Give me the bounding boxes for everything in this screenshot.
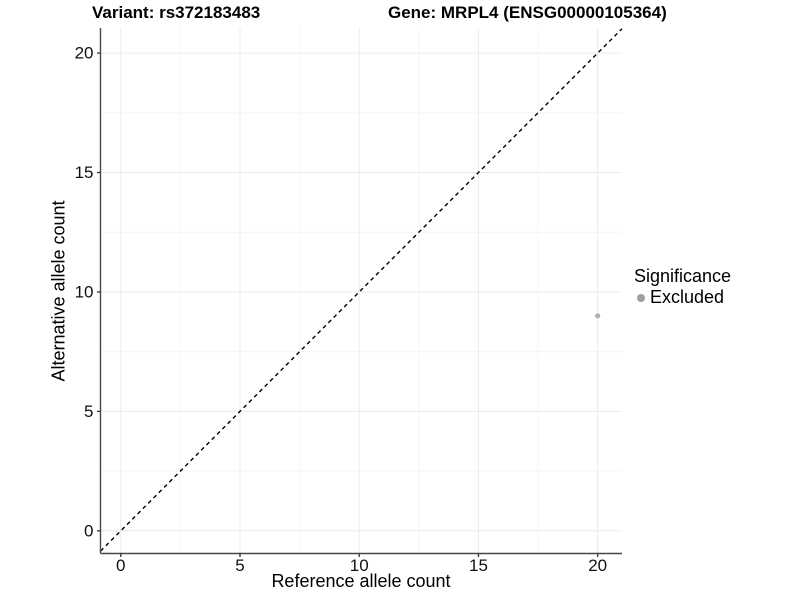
svg-text:20: 20 [75, 44, 94, 63]
svg-text:0: 0 [84, 521, 93, 540]
y-axis-title: Alternative allele count [48, 200, 69, 382]
svg-text:15: 15 [469, 556, 488, 575]
svg-text:5: 5 [235, 556, 244, 575]
legend-item-excluded: Excluded [634, 287, 731, 308]
x-axis-title: Reference allele count [271, 571, 451, 591]
svg-text:10: 10 [350, 556, 369, 575]
svg-text:5: 5 [84, 402, 93, 421]
svg-text:10: 10 [75, 282, 94, 301]
svg-text:15: 15 [75, 163, 94, 182]
svg-text:0: 0 [116, 556, 125, 575]
legend: Significance Excluded [634, 266, 731, 308]
legend-item-label: Excluded [650, 287, 725, 307]
svg-text:20: 20 [588, 556, 607, 575]
plot-title-variant: Variant: rs372183483 [92, 3, 261, 22]
legend-title: Significance [634, 266, 732, 286]
legend-point-icon [637, 293, 645, 302]
plot-title-gene: Gene: MRPL4 (ENSG00000105364) [388, 3, 667, 22]
